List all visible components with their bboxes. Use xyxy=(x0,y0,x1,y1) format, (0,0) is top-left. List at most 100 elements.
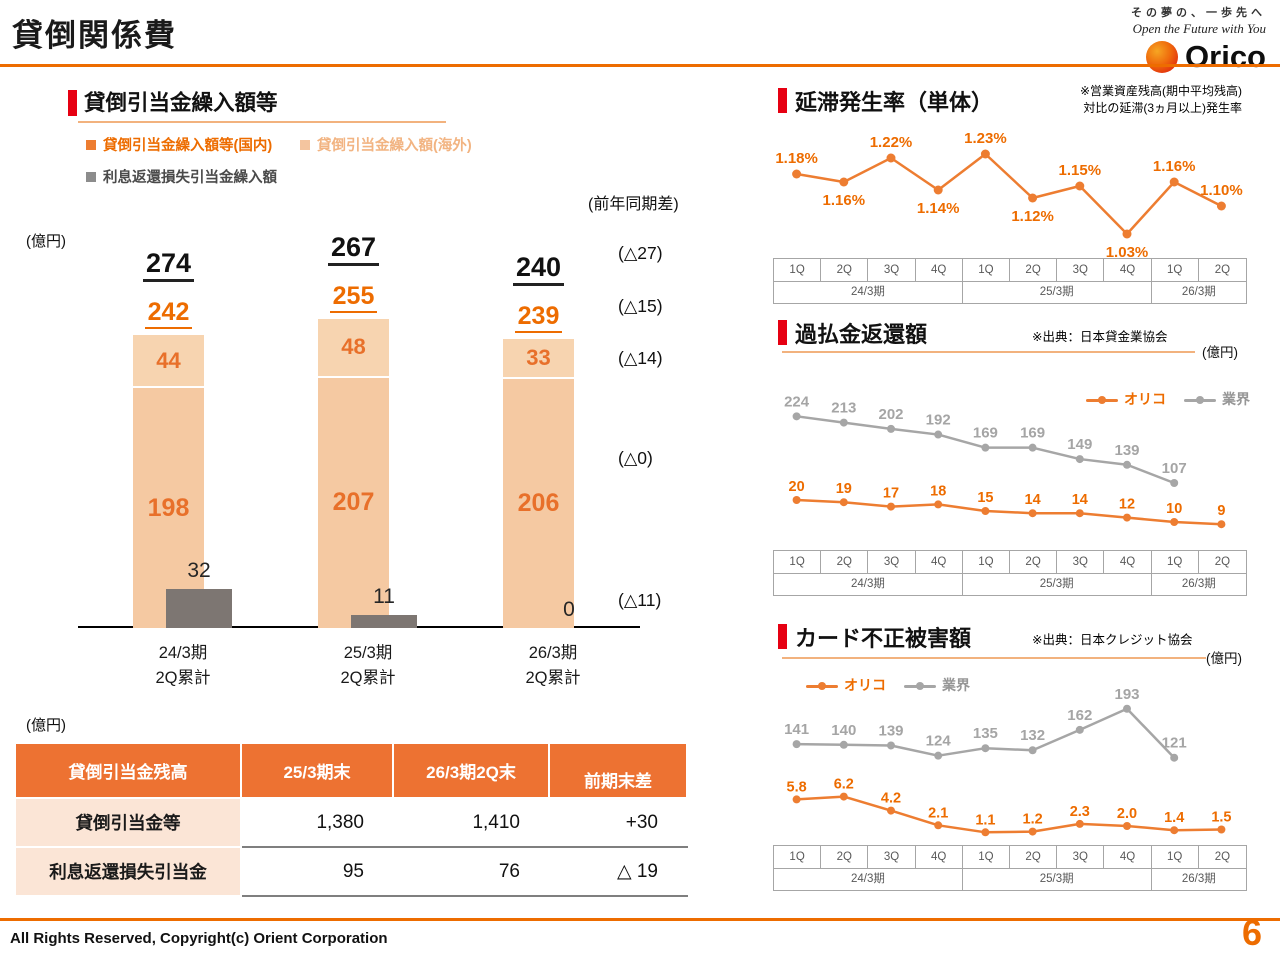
col-header-fy26: 26/3期2Q末 xyxy=(392,742,550,799)
overpayment-legend: オリコ 業界 xyxy=(1086,389,1250,409)
data-label: 1.5 xyxy=(1211,810,1231,826)
bar-total-label: 274 xyxy=(113,248,224,283)
data-point xyxy=(1075,819,1084,828)
data-label: 17 xyxy=(883,486,899,502)
unit-label: (億円) xyxy=(26,233,66,250)
domestic-value: 206 xyxy=(517,488,560,517)
domestic-value: 198 xyxy=(147,493,190,522)
quarter-label: 4Q xyxy=(1104,259,1152,282)
data-point xyxy=(792,740,801,749)
row-label: 利息返還損失引当金 xyxy=(14,846,242,897)
quarter-label: 3Q xyxy=(868,846,916,869)
data-label: 141 xyxy=(784,721,809,738)
page-title: 貸倒関係費 xyxy=(12,18,177,53)
interest-refund-value: 11 xyxy=(373,584,395,608)
card-fraud-unit: (億円) xyxy=(1206,651,1242,666)
data-point xyxy=(792,496,801,504)
bar-subtotal-label: 239 xyxy=(483,301,594,333)
data-point xyxy=(1075,509,1084,518)
data-point xyxy=(1170,518,1179,526)
data-label: 149 xyxy=(1067,436,1092,453)
domestic-segment: 206 xyxy=(503,378,574,628)
quarter-label: 2Q xyxy=(821,551,869,574)
data-label: 169 xyxy=(973,425,998,442)
data-point xyxy=(1169,177,1179,187)
data-label: 121 xyxy=(1162,735,1187,752)
card-fraud-legend: オリコ 業界 xyxy=(806,675,970,695)
data-label: 12 xyxy=(1119,497,1135,513)
header-divider xyxy=(0,64,1280,67)
line-marker-icon xyxy=(904,682,936,691)
data-point xyxy=(792,169,802,179)
data-point xyxy=(792,412,801,421)
domestic-value: 207 xyxy=(332,488,375,517)
data-label: 1.2 xyxy=(1023,812,1043,828)
orico-logo-icon xyxy=(1146,41,1179,73)
copyright-text: All Rights Reserved, Copyright(c) Orient… xyxy=(10,930,388,947)
quarter-label: 3Q xyxy=(1057,551,1105,574)
bar-total-label: 240 xyxy=(483,251,594,286)
data-label: 1.1 xyxy=(975,812,995,828)
data-point xyxy=(839,418,848,427)
data-point xyxy=(1170,479,1179,488)
data-point xyxy=(792,795,801,804)
data-point xyxy=(1216,201,1226,211)
bar-subtotal-label: 242 xyxy=(113,298,224,330)
data-label: 1.4 xyxy=(1164,810,1184,826)
data-point xyxy=(1122,229,1132,239)
data-point xyxy=(1075,181,1085,191)
data-point xyxy=(1217,520,1226,529)
quarter-label: 2Q xyxy=(1010,846,1058,869)
section-marker xyxy=(778,88,787,113)
delinquency-note: ※営業資産残高(期中平均残高) 対比の延滞(3ヵ月以上)発生率 xyxy=(1079,84,1242,116)
data-label: 1.16% xyxy=(823,192,866,209)
data-point xyxy=(887,502,895,511)
section-marker xyxy=(778,624,787,649)
quarter-label: 1Q xyxy=(774,846,822,869)
data-point xyxy=(934,821,943,830)
yoy-diff-subtotal: (△15) xyxy=(618,296,663,316)
data-label: 140 xyxy=(831,722,856,739)
period-label: 26/3期 xyxy=(1181,578,1216,590)
data-point xyxy=(839,740,848,749)
data-label: 169 xyxy=(1020,425,1045,442)
quarter-label: 2Q xyxy=(1010,259,1058,282)
section-underline xyxy=(782,657,1206,659)
overseas-value: 44 xyxy=(156,347,181,373)
data-point xyxy=(981,828,990,837)
period-label: 26/3期 xyxy=(1181,873,1216,885)
bar-total-label: 267 xyxy=(298,232,409,267)
quarter-label: 3Q xyxy=(868,259,916,282)
col-header-balance: 貸倒引当金残高 xyxy=(14,742,242,799)
bar-subtotal-label: 255 xyxy=(298,282,409,314)
data-point xyxy=(981,507,990,515)
quarter-label: 1Q xyxy=(774,259,822,282)
quarter-axis: 1Q 2Q 3Q 4Q 1Q 2Q 3Q 4Q 1Q 2Q 24/3期 25/3期 26/3期 xyxy=(773,258,1247,304)
legend-square-icon xyxy=(86,140,96,151)
data-point xyxy=(839,177,849,187)
data-point xyxy=(981,443,990,452)
col-header-diff: 前期末差 xyxy=(548,742,688,799)
data-point xyxy=(1123,513,1131,522)
legend-overseas: 貸倒引当金繰入額(海外) xyxy=(300,134,472,155)
data-point xyxy=(934,500,943,509)
data-label: 135 xyxy=(973,725,998,742)
data-label: 224 xyxy=(784,393,810,410)
legend-square-icon xyxy=(300,140,310,151)
yoy-diff-overseas: (△14) xyxy=(618,348,663,368)
data-label: 1.12% xyxy=(1011,208,1054,225)
data-label: 14 xyxy=(1072,492,1088,508)
data-point xyxy=(1075,725,1084,734)
data-label: 2.1 xyxy=(928,805,948,821)
quarter-label: 4Q xyxy=(915,259,963,282)
cell-value: △ 19 xyxy=(548,846,688,897)
data-label: 6.2 xyxy=(834,777,854,793)
data-label: 139 xyxy=(878,722,903,739)
data-point xyxy=(1028,827,1037,836)
data-point xyxy=(981,744,990,753)
overseas-value: 33 xyxy=(526,344,551,370)
overseas-segment: 44 xyxy=(133,335,204,389)
allowance-bar-chart: 274 242 44 198 32 24/3期 2Q累計 267 255 48 2… xyxy=(70,230,645,687)
